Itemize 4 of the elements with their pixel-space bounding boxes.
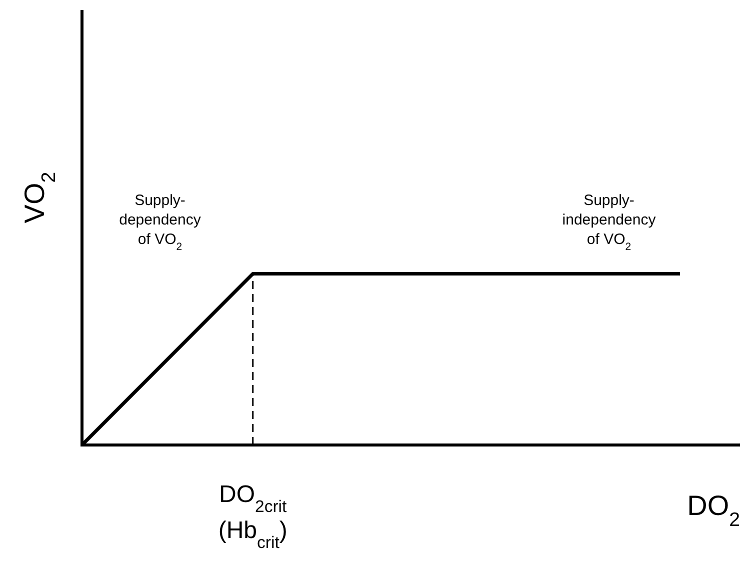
x-axis-title: DO$_{2}$ — [687, 490, 740, 531]
text: DO$_{2crit}$ (Hb$_{crit}$) — [218, 481, 288, 552]
text: Supply- independency of VO$_{2}$ — [562, 192, 656, 253]
text: Supply- dependency of VO$_{2}$ — [119, 192, 202, 253]
